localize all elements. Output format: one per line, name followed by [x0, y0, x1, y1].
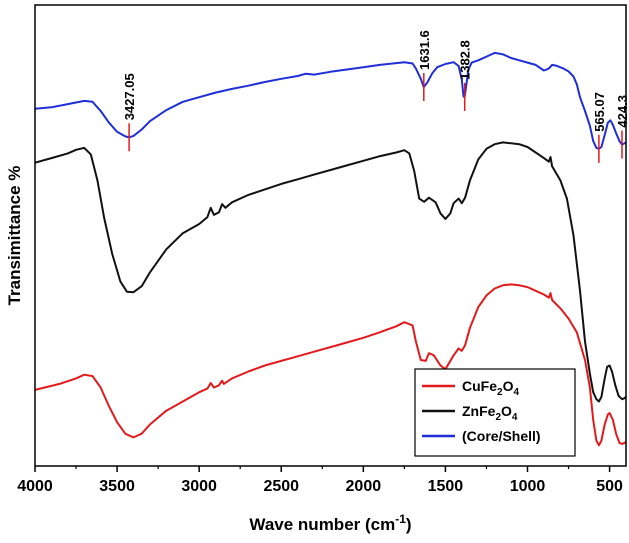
- peak-annotations: 3427.05 1631.6 1382.8 565.07 424.3: [122, 30, 629, 163]
- series-line-cufe2o4: [34, 283, 627, 447]
- legend-label: ZnFe2O4: [462, 403, 518, 423]
- series-layer: [34, 51, 627, 447]
- legend-label: CuFe2O4: [462, 378, 519, 398]
- x-tick-label-500: 500: [596, 478, 623, 495]
- peak-label-1382-8: 1382.8: [458, 40, 473, 80]
- series-line-znfe2o4: [34, 141, 627, 403]
- x-tick-label-2000: 2000: [346, 478, 382, 495]
- series-line-core-shell: [34, 51, 627, 150]
- x-tick-label-4000: 4000: [17, 478, 53, 495]
- x-tick-label-3500: 3500: [99, 478, 135, 495]
- legend-entry-core-shell: (Core/Shell): [422, 428, 541, 444]
- plot-frame: [34, 4, 627, 467]
- x-tick-label-1000: 1000: [510, 478, 546, 495]
- peak-label-565-07: 565.07: [592, 92, 607, 132]
- legend: CuFe2O4 ZnFe2O4 (Core/Shell): [414, 368, 576, 457]
- axis-titles: Wave number (cm-1) Transimittance %: [5, 166, 412, 534]
- x-tick-label-1500: 1500: [428, 478, 464, 495]
- legend-label: (Core/Shell): [462, 428, 541, 444]
- peak-label-3427-05: 3427.05: [122, 73, 137, 120]
- x-axis-title: Wave number (cm-1): [249, 512, 411, 534]
- legend-entry-znfe2o4: ZnFe2O4: [422, 403, 518, 423]
- x-tick-label-2500: 2500: [263, 478, 299, 495]
- legend-box: [414, 368, 576, 457]
- legend-entry-cufe2o4: CuFe2O4: [422, 378, 519, 398]
- y-axis-title: Transimittance %: [5, 166, 24, 306]
- x-tick-label-3000: 3000: [181, 478, 217, 495]
- peak-label-424-3: 424.3: [615, 95, 629, 128]
- peak-label-1631-6: 1631.6: [417, 30, 432, 70]
- axes: 4000 3500 3000 2500 2000 1500 1000 500: [17, 4, 627, 495]
